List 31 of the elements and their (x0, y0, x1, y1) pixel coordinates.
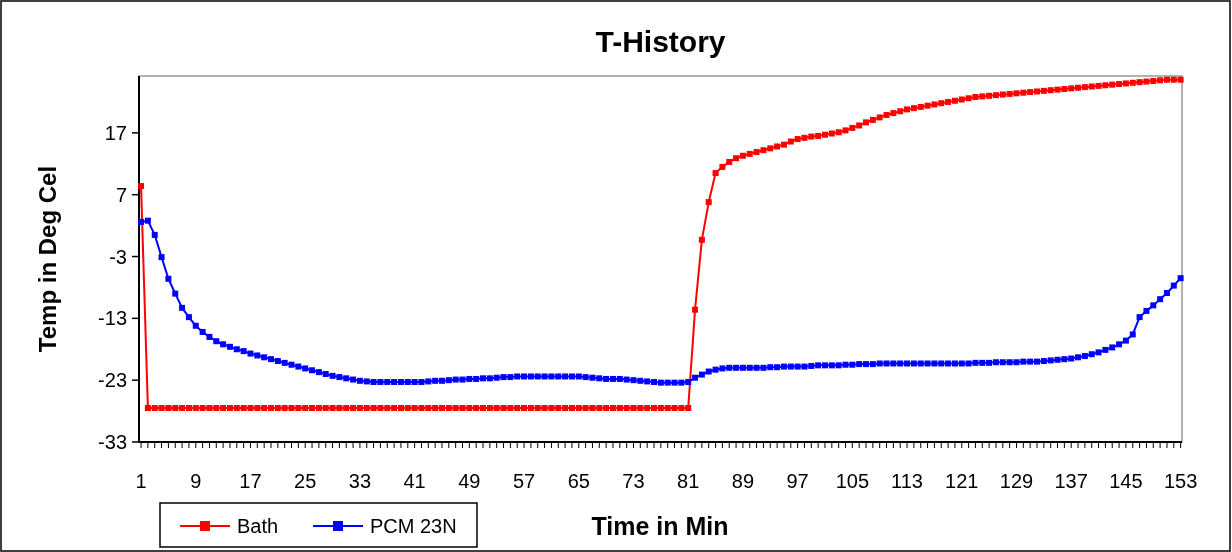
y-tick-label: -3 (109, 245, 127, 268)
y-tick-label: 7 (115, 183, 127, 206)
y-tick-label: 17 (104, 121, 127, 144)
legend-label: Bath (237, 515, 279, 537)
x-tick-label: 1 (135, 470, 147, 492)
x-tick-label: 73 (622, 470, 645, 492)
x-tick-label: 41 (403, 470, 426, 492)
x-tick-label: 25 (294, 470, 317, 492)
x-tick-label: 121 (945, 470, 979, 492)
x-tick-label: 97 (786, 470, 809, 492)
y-tick-label: -13 (98, 307, 127, 330)
y-axis-title: Temp in Deg Cel (34, 165, 61, 353)
x-tick-label: 145 (1109, 470, 1143, 492)
y-tick-label: -23 (98, 369, 127, 392)
x-tick-label: 153 (1163, 470, 1198, 492)
x-tick-label: 33 (348, 470, 372, 492)
x-tick-label: 81 (677, 470, 700, 492)
x-tick-label: 137 (1054, 470, 1088, 492)
x-tick-label: 9 (190, 470, 202, 492)
chart-title: T-History (595, 25, 726, 58)
x-tick-label: 105 (835, 470, 870, 492)
x-tick-label: 57 (512, 470, 536, 492)
x-axis-title: Time in Min (591, 512, 729, 540)
x-tick-label: 49 (458, 470, 481, 492)
y-tick-label: -33 (98, 431, 127, 453)
x-tick-label: 113 (891, 470, 923, 492)
x-tick-label: 17 (239, 470, 262, 492)
x-tick-label: 129 (999, 470, 1034, 492)
legend-label: PCM 23N (370, 515, 457, 537)
x-tick-label: 89 (731, 470, 755, 492)
x-tick-label: 65 (567, 470, 590, 492)
